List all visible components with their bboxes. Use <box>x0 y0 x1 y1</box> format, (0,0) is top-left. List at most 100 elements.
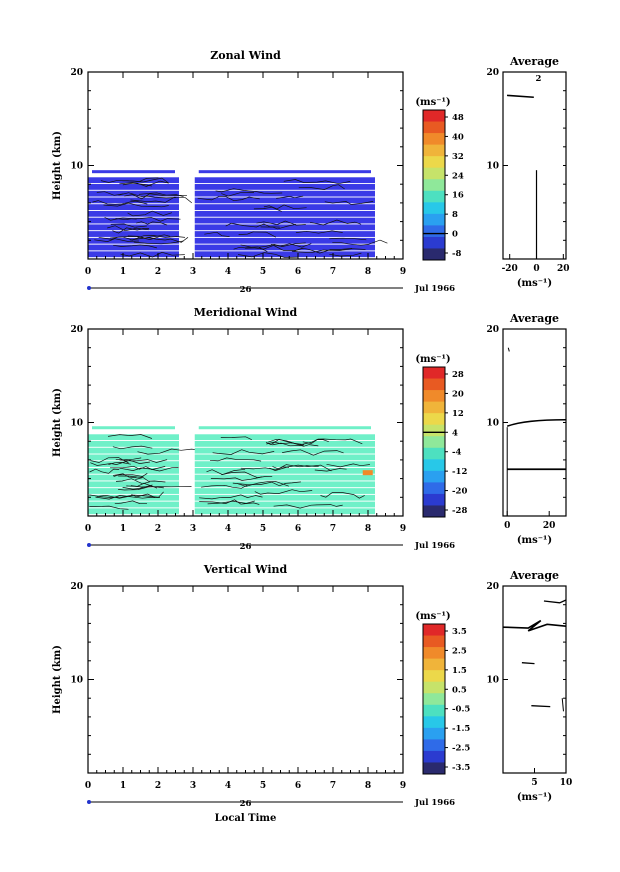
colorbar-cell <box>423 133 445 146</box>
contour-line <box>199 499 260 505</box>
contour-line <box>118 473 148 478</box>
x-tick-label: 8 <box>365 267 371 277</box>
contour-line <box>124 193 184 200</box>
profile-x-label: (ms⁻¹) <box>517 278 552 289</box>
contour-line <box>302 438 363 445</box>
contour-line <box>272 442 304 447</box>
data-band <box>88 210 179 217</box>
contour-line <box>130 237 189 243</box>
data-band <box>88 461 179 468</box>
y-tick-label: 10 <box>70 162 83 172</box>
contour-line <box>273 504 343 509</box>
data-band <box>194 447 375 454</box>
colorbar-cell <box>423 670 445 683</box>
colorbar-cell <box>423 190 445 203</box>
data-band <box>88 501 179 508</box>
colorbar-cell <box>423 213 445 226</box>
data-band <box>88 177 179 184</box>
data-band <box>88 237 179 244</box>
contour-line <box>90 459 150 466</box>
contour-line <box>269 464 332 472</box>
y-tick-label: 20 <box>70 68 83 78</box>
contour-line <box>107 225 149 232</box>
contour-line <box>130 196 193 204</box>
colorbar-cell <box>423 658 445 671</box>
contour-line <box>329 237 367 241</box>
profile-trace <box>506 347 567 516</box>
colorbar-cell <box>423 236 445 249</box>
colorbar-cell <box>423 750 445 763</box>
colorbar-cell <box>423 413 445 426</box>
contour-line <box>90 457 129 464</box>
contour-line <box>110 223 147 228</box>
colorbar-cell <box>423 390 445 403</box>
contour-line <box>199 494 263 500</box>
colorbar-cell <box>423 378 445 391</box>
contour-line <box>113 474 144 478</box>
profile-frame <box>502 71 567 260</box>
contour-line <box>115 478 150 485</box>
contour-line <box>329 252 362 257</box>
x-tick-label: 5 <box>260 267 266 277</box>
contour-line <box>260 223 297 230</box>
contour-line <box>114 500 148 505</box>
colorbar-tick-label: 48 <box>452 113 464 123</box>
colorbar-cell <box>423 681 445 694</box>
x-tick-label: 2 <box>155 781 161 791</box>
x-tick-label: 0 <box>85 781 91 791</box>
colorbar-frame <box>422 623 446 775</box>
contour-line <box>112 227 150 234</box>
contour-line <box>215 188 283 194</box>
data-band <box>88 454 179 461</box>
contour-line <box>209 457 262 462</box>
contour-line <box>96 191 124 196</box>
data-band <box>92 170 175 174</box>
data-band <box>194 434 375 441</box>
colorbar-cell <box>423 624 445 637</box>
plot-frame <box>87 585 404 774</box>
data-band <box>194 488 375 494</box>
colorbar-tick-label: 2.5 <box>452 646 467 656</box>
contour-line <box>118 192 176 199</box>
x-tick-label: 3 <box>190 267 196 277</box>
x-tick-label: 5 <box>260 781 266 791</box>
data-band <box>194 494 375 501</box>
profile-line <box>561 698 564 712</box>
contour-line <box>112 445 153 450</box>
contour-line <box>309 219 362 226</box>
data-band <box>194 190 375 197</box>
data-band <box>88 494 179 501</box>
contour-line <box>110 235 186 241</box>
colorbar-cell <box>423 762 445 775</box>
x-axis-label: Local Time <box>215 813 277 824</box>
contour-line <box>96 494 133 499</box>
x-tick-label: 0 <box>85 267 91 277</box>
contour-line <box>201 484 248 489</box>
date-day-label: 26 <box>240 542 252 552</box>
x-tick-label: 5 <box>260 524 266 534</box>
profile-x-tick-label: 0 <box>533 264 539 274</box>
x-tick-label: 9 <box>400 267 406 277</box>
date-start-marker <box>87 543 91 547</box>
contour-line <box>253 206 282 212</box>
data-band <box>198 170 371 174</box>
y-axis-label: Height (km) <box>52 388 63 457</box>
data-band <box>194 184 375 190</box>
data-band <box>88 434 179 441</box>
contour-line <box>113 473 137 478</box>
profile-x-label: (ms⁻¹) <box>517 792 552 803</box>
date-month-label: Jul 1966 <box>414 541 455 551</box>
panel-3: Vertical Wind Height (km) 0 1 2 3 4 5 6 7 8 9 10 20 26… <box>52 563 572 824</box>
profile-y-tick-label: 20 <box>486 582 499 592</box>
x-tick-label: 8 <box>365 524 371 534</box>
x-tick-label: 7 <box>330 524 336 534</box>
x-tick-label: 9 <box>400 524 406 534</box>
x-tick-label: 4 <box>225 267 231 277</box>
x-tick-label: 7 <box>330 267 336 277</box>
data-band <box>194 177 375 184</box>
x-tick-label: 6 <box>295 781 301 791</box>
colorbar-cell <box>423 493 445 506</box>
contour-line <box>283 179 351 185</box>
colorbar-tick-label: 8 <box>452 210 458 220</box>
